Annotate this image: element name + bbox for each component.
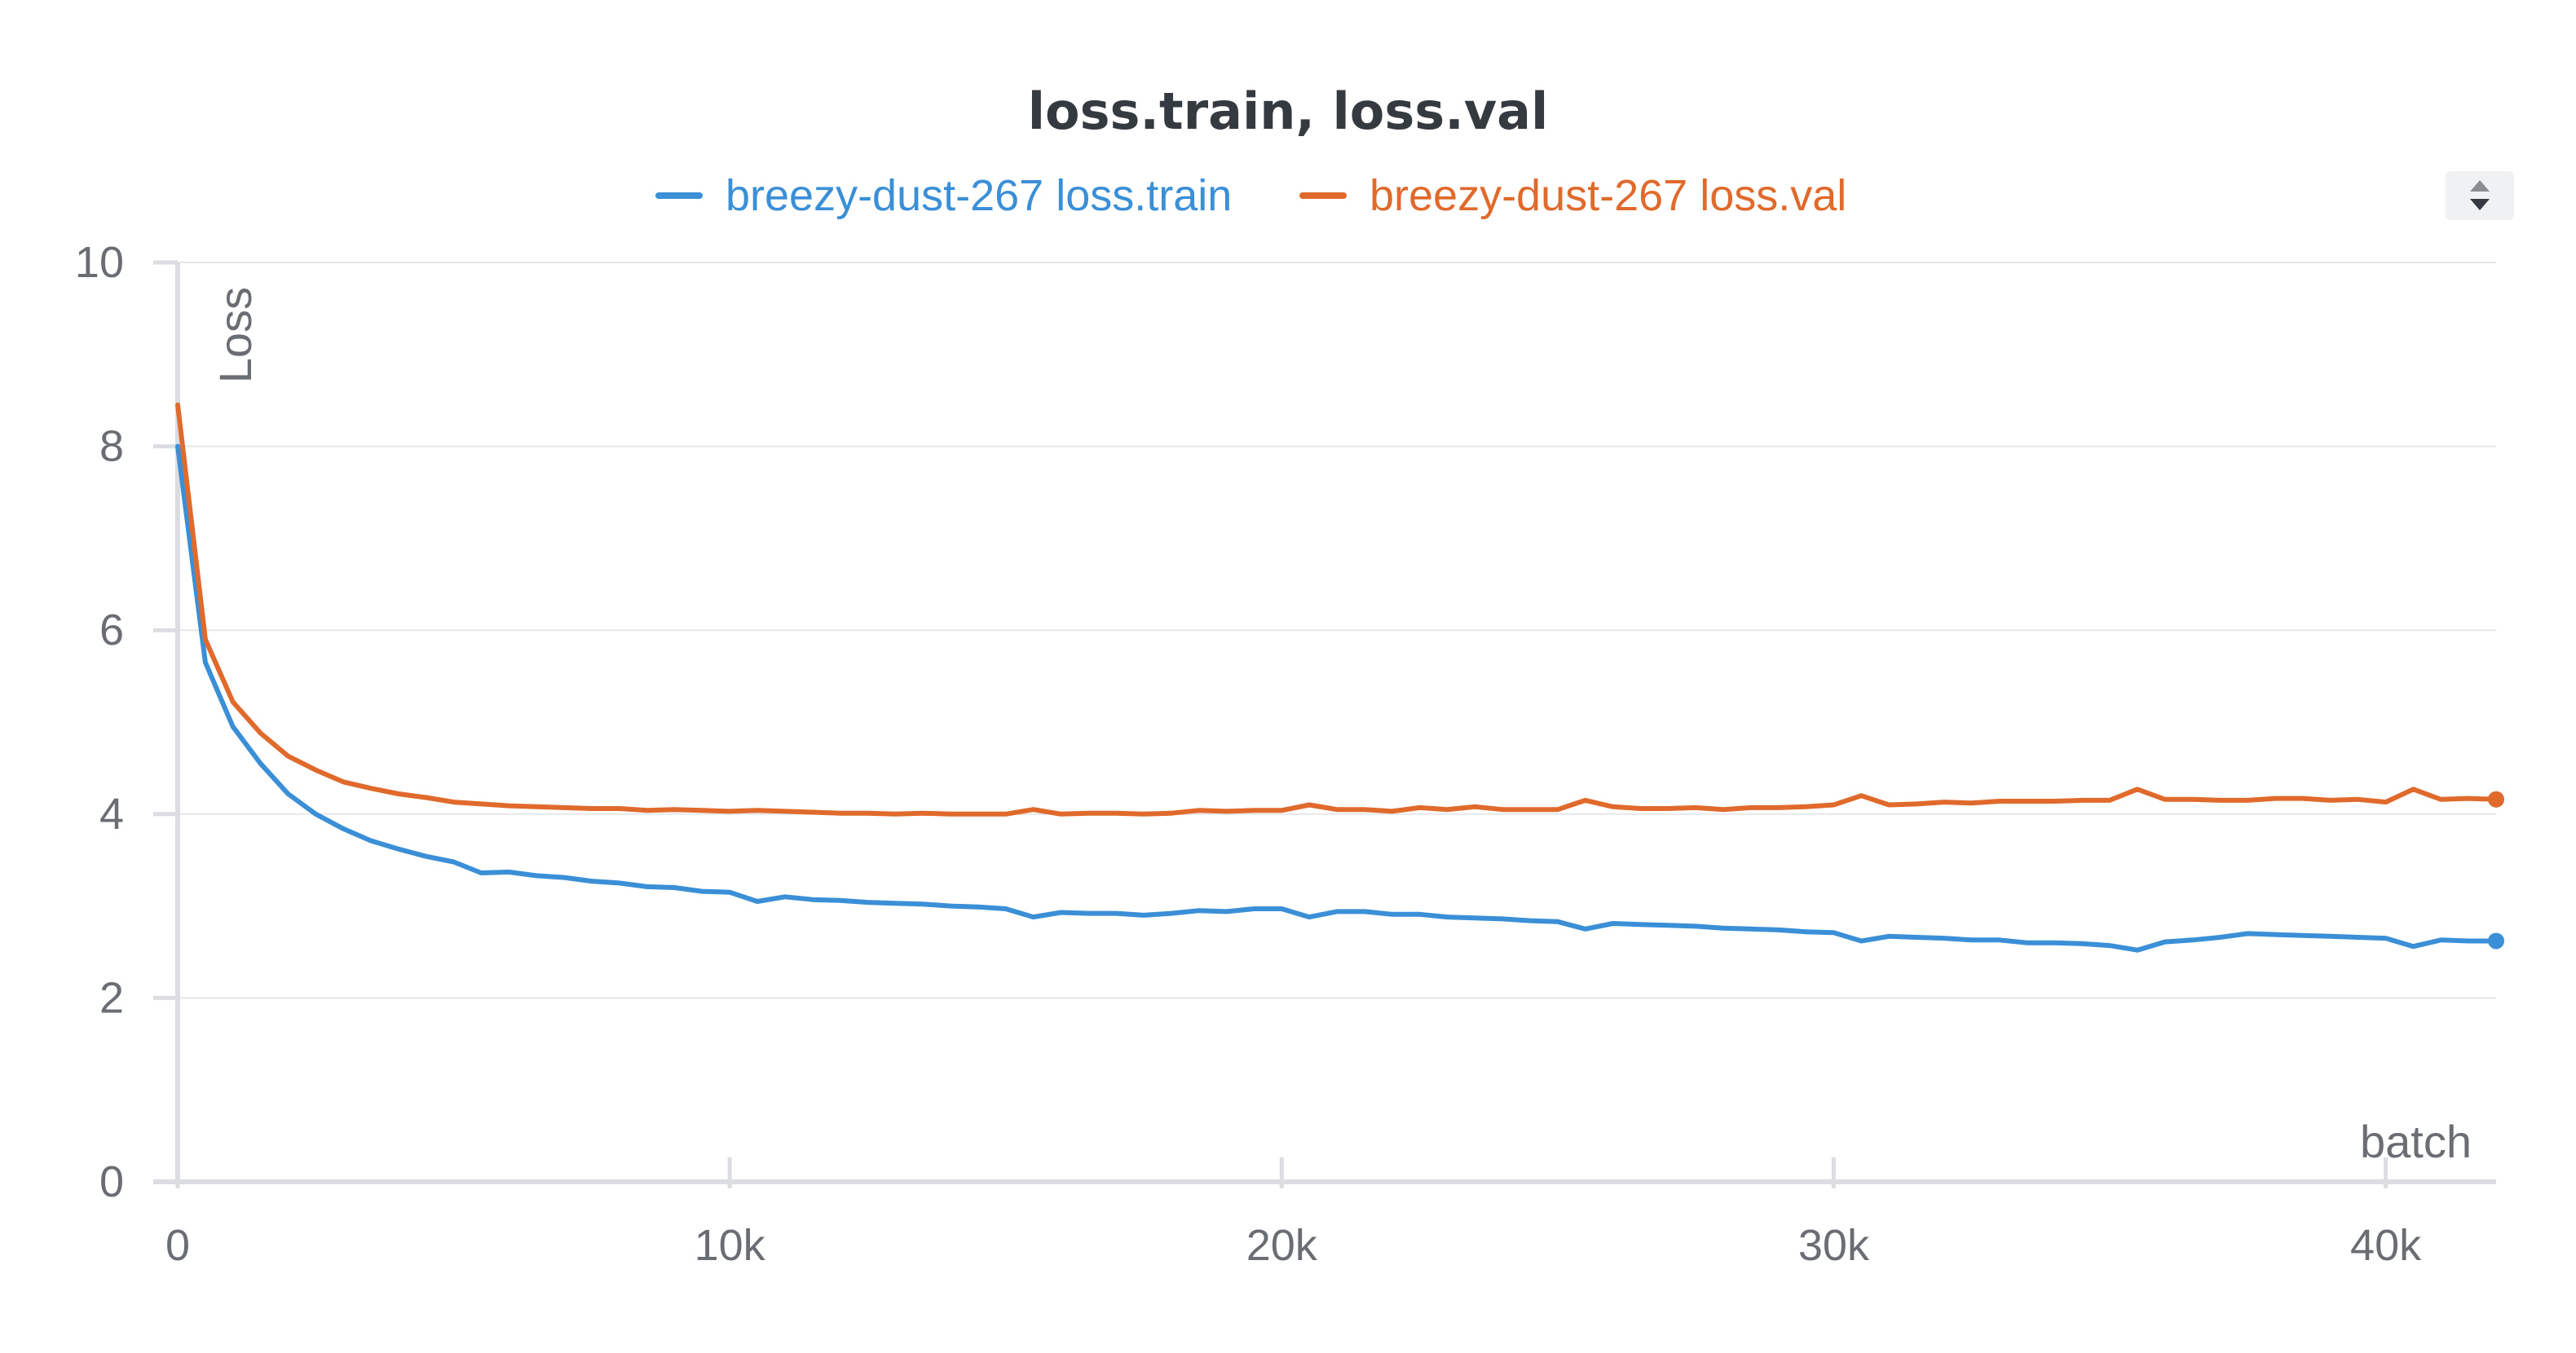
y-tick-label: 2	[99, 973, 124, 1022]
legend: breezy-dust-267 loss.train breezy-dust-26…	[655, 171, 1846, 220]
y-tick-label: 10	[75, 238, 124, 287]
axes	[153, 260, 2496, 1188]
y-axis-ticks: 0 2 4 6 8 10	[75, 238, 124, 1206]
series-endpoint-train	[2488, 932, 2504, 950]
y-tick-label: 8	[99, 422, 124, 471]
series-layer	[175, 402, 2504, 953]
legend-item-train[interactable]: breezy-dust-267 loss.train	[655, 171, 1232, 220]
legend-label: breezy-dust-267 loss.val	[1370, 171, 1846, 220]
x-tick-label: 20k	[1246, 1221, 1318, 1270]
y-tick-label: 6	[99, 606, 124, 654]
sort-up-icon	[2470, 180, 2490, 192]
x-tick-label: 0	[165, 1221, 190, 1270]
sort-down-icon	[2470, 199, 2490, 210]
legend-scroll-button[interactable]	[2446, 171, 2514, 220]
x-tick-label: 10k	[695, 1221, 766, 1270]
x-axis-ticks: 0 10k 20k 30k 40k	[165, 1221, 2422, 1270]
series-line-val	[175, 402, 2499, 817]
y-axis-label: Loss	[210, 287, 261, 383]
gridlines	[178, 262, 2496, 999]
x-tick-label: 30k	[1798, 1221, 1870, 1270]
legend-item-val[interactable]: breezy-dust-267 loss.val	[1299, 171, 1846, 220]
x-axis-label: batch	[2360, 1116, 2472, 1167]
series-endpoint-val	[2488, 791, 2504, 808]
chart-title: loss.train, loss.val	[1028, 82, 1549, 141]
x-tick-label: 40k	[2350, 1221, 2422, 1270]
y-tick-label: 0	[99, 1157, 124, 1206]
legend-label: breezy-dust-267 loss.train	[726, 171, 1232, 220]
y-tick-label: 4	[99, 790, 124, 839]
series-line-train	[175, 443, 2499, 953]
